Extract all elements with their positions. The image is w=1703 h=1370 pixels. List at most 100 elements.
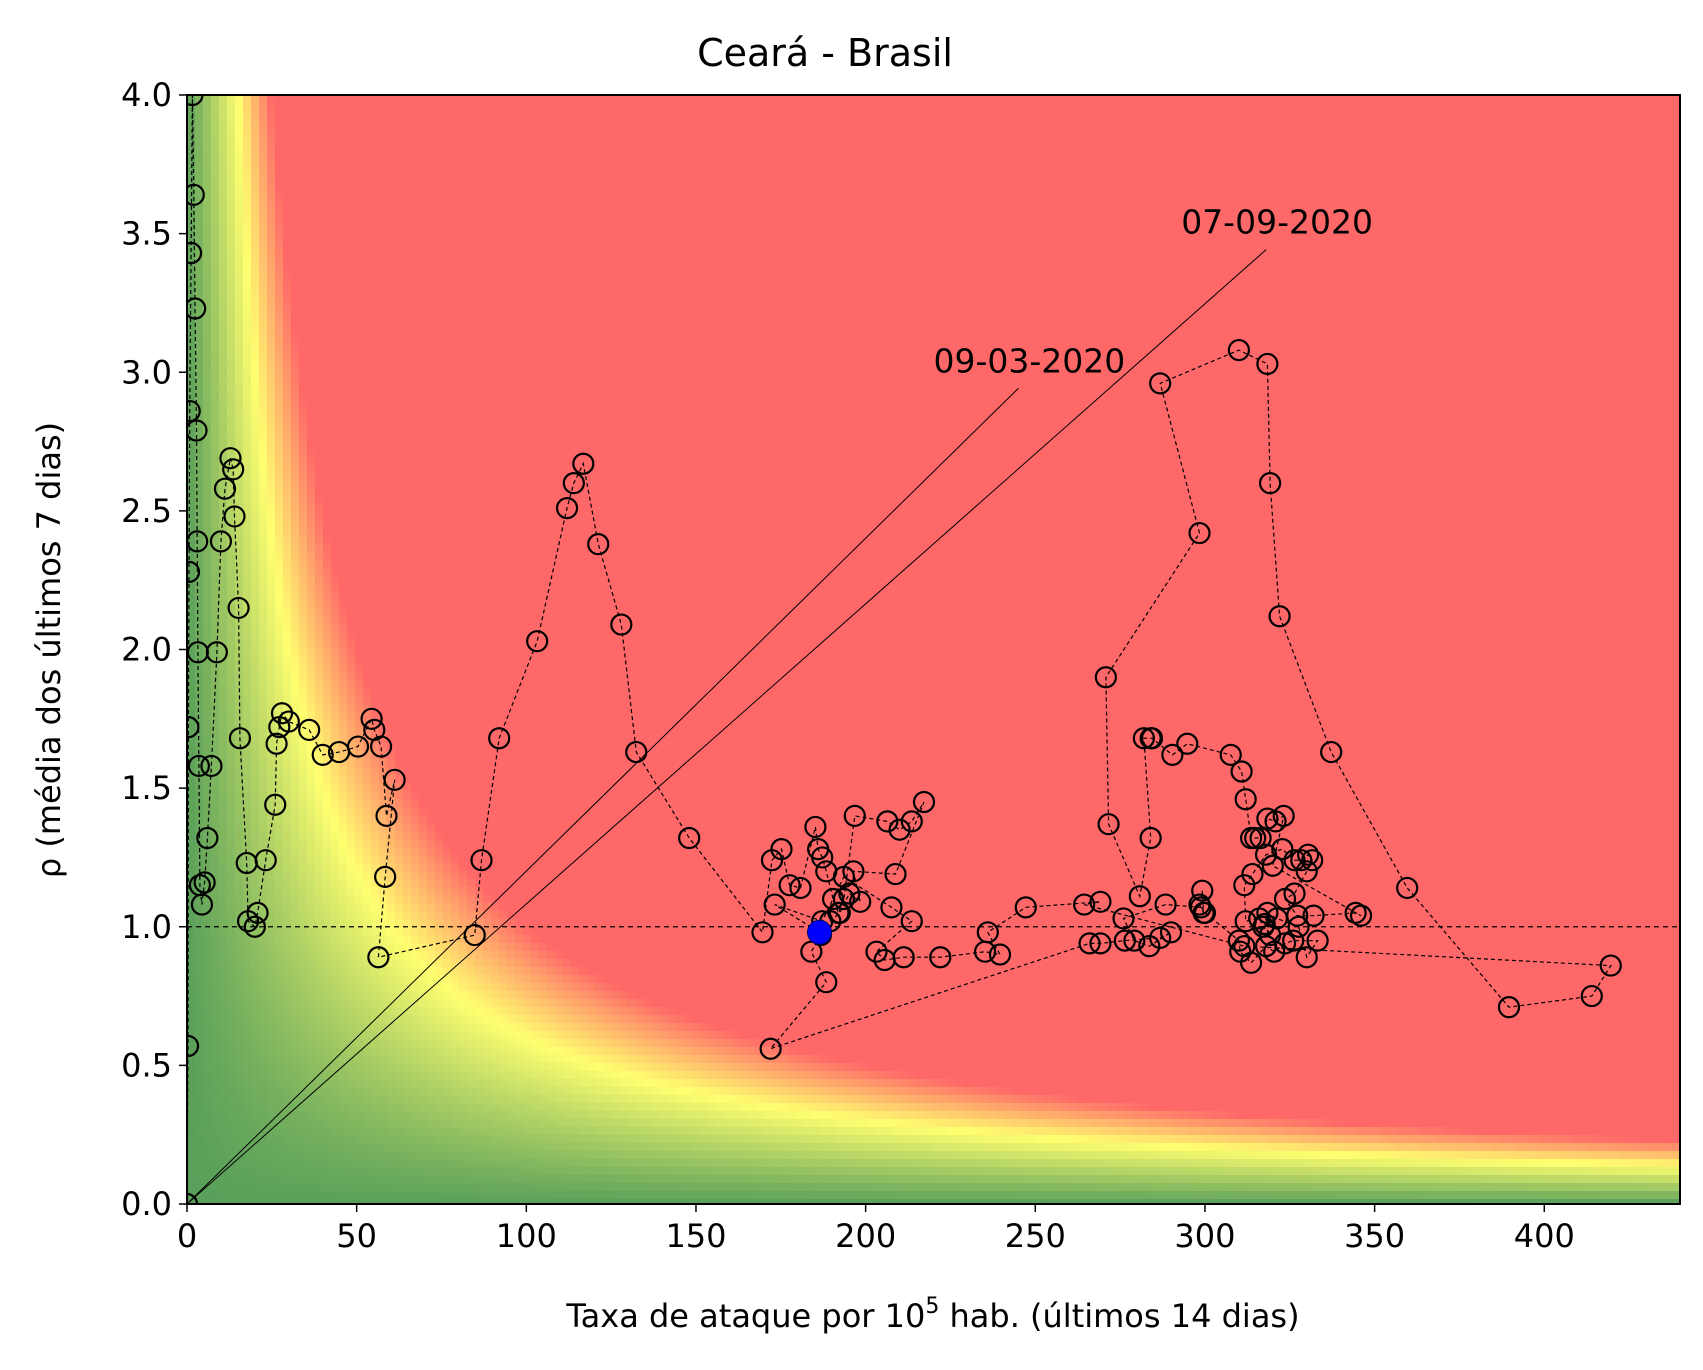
- background-cell: [419, 159, 428, 168]
- background-cell: [227, 855, 236, 864]
- background-cell: [331, 263, 340, 272]
- background-cell: [427, 767, 436, 776]
- background-cell: [451, 1143, 460, 1152]
- background-cell: [211, 383, 220, 392]
- background-cell: [243, 1007, 252, 1016]
- background-cell: [195, 207, 204, 216]
- background-cell: [315, 791, 324, 800]
- background-cell: [243, 831, 252, 840]
- background-cell: [243, 591, 252, 600]
- background-cell: [363, 559, 372, 568]
- background-cell: [275, 351, 284, 360]
- background-cell: [243, 791, 252, 800]
- background-cell: [195, 1007, 204, 1016]
- background-cell: [427, 543, 436, 552]
- background-cell: [443, 415, 452, 424]
- background-cell: [467, 527, 476, 536]
- background-cell: [267, 583, 276, 592]
- background-cell: [427, 175, 436, 184]
- background-cell: [451, 207, 460, 216]
- background-cell: [331, 751, 340, 760]
- background-cell: [211, 271, 220, 280]
- background-cell: [363, 1087, 372, 1096]
- background-cell: [211, 591, 220, 600]
- background-cell: [275, 759, 284, 768]
- background-cell: [419, 807, 428, 816]
- background-cell: [211, 247, 220, 256]
- background-cell: [387, 823, 396, 832]
- background-cell: [299, 975, 308, 984]
- background-cell: [395, 175, 404, 184]
- background-cell: [219, 359, 228, 368]
- background-cell: [211, 1071, 220, 1080]
- background-cell: [435, 183, 444, 192]
- background-cell: [355, 167, 364, 176]
- background-cell: [443, 455, 452, 464]
- background-cell: [411, 903, 420, 912]
- background-cell: [243, 999, 252, 1008]
- background-cell: [467, 455, 476, 464]
- background-cell: [203, 1103, 212, 1112]
- background-cell: [283, 127, 292, 136]
- background-cell: [339, 415, 348, 424]
- background-cell: [315, 743, 324, 752]
- background-cell: [219, 791, 228, 800]
- background-cell: [211, 367, 220, 376]
- background-cell: [235, 375, 244, 384]
- background-cell: [315, 1111, 324, 1120]
- background-cell: [395, 383, 404, 392]
- background-cell: [267, 1071, 276, 1080]
- background-cell: [459, 423, 468, 432]
- background-cell: [443, 95, 452, 104]
- background-cell: [211, 399, 220, 408]
- background-cell: [331, 135, 340, 144]
- background-cell: [443, 639, 452, 648]
- background-cell: [355, 943, 364, 952]
- background-cell: [195, 615, 204, 624]
- background-cell: [443, 439, 452, 448]
- background-cell: [323, 783, 332, 792]
- background-cell: [443, 375, 452, 384]
- background-cell: [331, 191, 340, 200]
- background-cell: [363, 991, 372, 1000]
- background-cell: [195, 431, 204, 440]
- background-cell: [307, 1199, 316, 1204]
- background-cell: [467, 895, 476, 904]
- background-cell: [467, 1127, 476, 1136]
- background-cell: [347, 951, 356, 960]
- background-cell: [251, 711, 260, 720]
- background-cell: [291, 103, 300, 112]
- background-cell: [275, 655, 284, 664]
- background-cell: [267, 335, 276, 344]
- background-cell: [467, 1087, 476, 1096]
- background-cell: [339, 999, 348, 1008]
- background-cell: [315, 447, 324, 456]
- background-cell: [267, 351, 276, 360]
- background-cell: [435, 1111, 444, 1120]
- background-cell: [331, 687, 340, 696]
- background-cell: [219, 599, 228, 608]
- background-cell: [339, 359, 348, 368]
- background-cell: [435, 1119, 444, 1128]
- background-cell: [339, 1167, 348, 1176]
- background-cell: [339, 207, 348, 216]
- background-cell: [283, 271, 292, 280]
- background-cell: [315, 799, 324, 808]
- background-cell: [379, 95, 388, 104]
- background-cell: [219, 423, 228, 432]
- background-cell: [347, 1087, 356, 1096]
- background-cell: [259, 663, 268, 672]
- background-cell: [387, 1119, 396, 1128]
- background-cell: [315, 839, 324, 848]
- background-cell: [395, 143, 404, 152]
- background-cell: [219, 327, 228, 336]
- background-cell: [467, 215, 476, 224]
- background-cell: [307, 511, 316, 520]
- background-cell: [395, 391, 404, 400]
- background-cell: [467, 495, 476, 504]
- background-cell: [323, 1151, 332, 1160]
- background-cell: [243, 223, 252, 232]
- background-cell: [371, 679, 380, 688]
- background-cell: [235, 319, 244, 328]
- background-cell: [355, 711, 364, 720]
